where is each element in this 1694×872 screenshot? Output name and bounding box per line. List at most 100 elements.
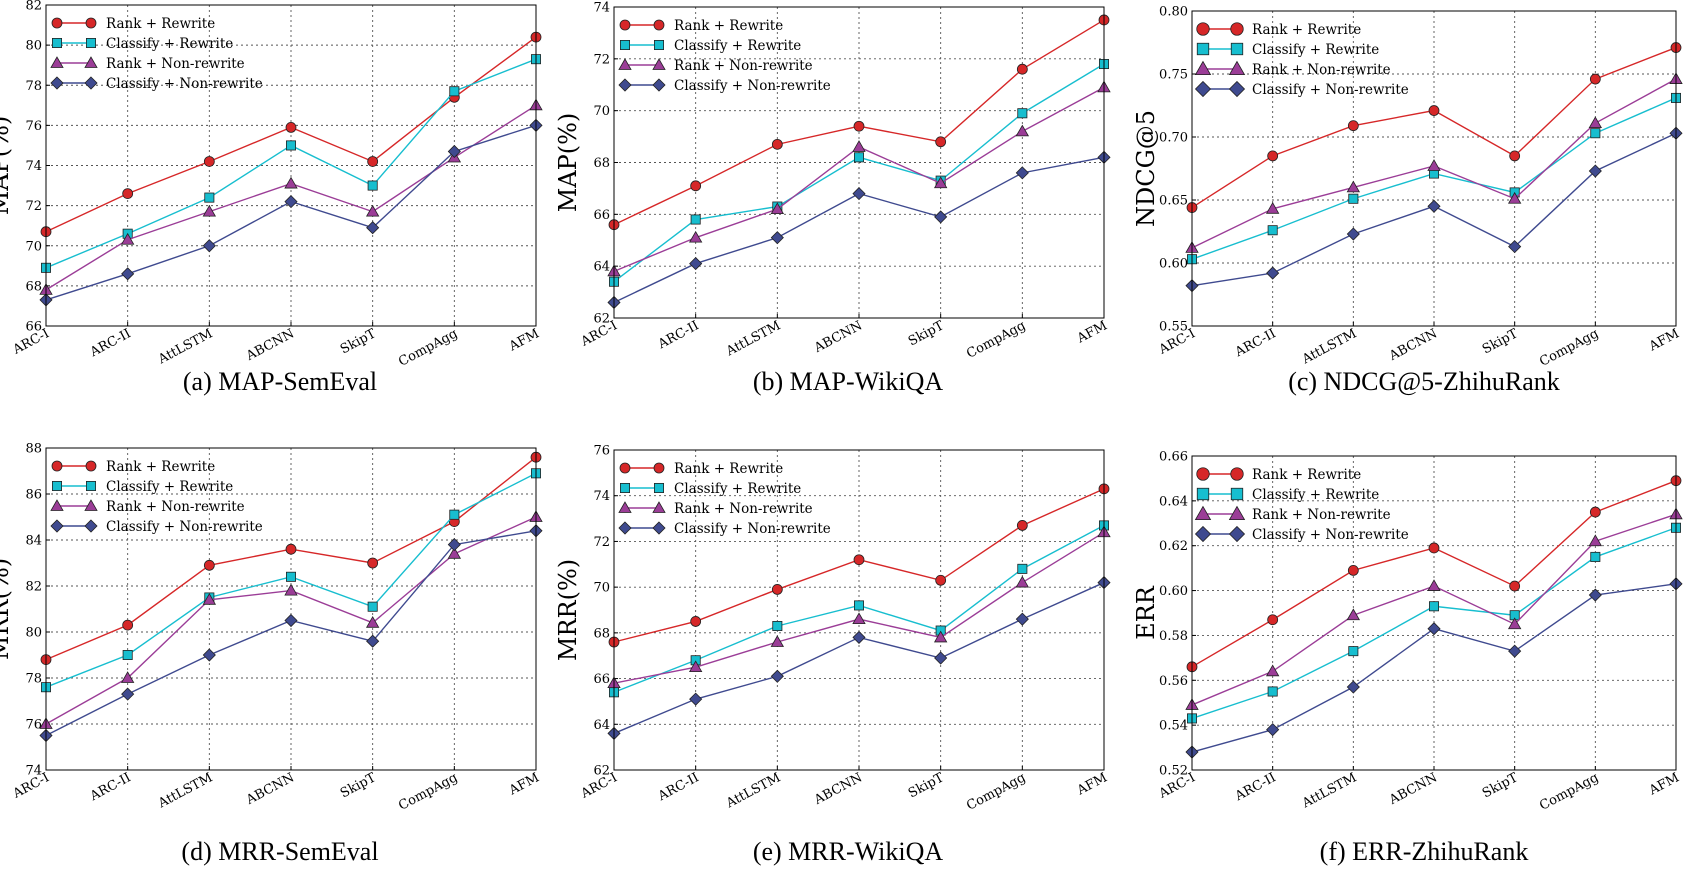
data-point xyxy=(770,202,785,215)
series-square xyxy=(1187,92,1682,265)
legend-label: Rank + Non-rewrite xyxy=(106,56,245,72)
data-point xyxy=(934,651,948,665)
x-tick-label: SkipT xyxy=(906,770,947,801)
legend-marker xyxy=(618,78,632,92)
plot-frame xyxy=(613,6,1105,319)
x-tick-label: CompAgg xyxy=(964,770,1028,814)
y-tick-label: 76 xyxy=(25,718,42,733)
data-point xyxy=(688,230,703,243)
legend-marker xyxy=(1194,505,1212,521)
legend-marker xyxy=(620,482,631,493)
data-point xyxy=(285,121,297,133)
legend-marker xyxy=(1230,467,1244,481)
series-diamond xyxy=(39,118,543,307)
legend-marker xyxy=(84,56,98,68)
legend-marker xyxy=(86,480,97,491)
data-point xyxy=(1427,579,1441,591)
y-tick-label: 0.70 xyxy=(1159,131,1188,146)
legend-marker xyxy=(652,78,666,92)
y-tick-label: 68 xyxy=(593,626,610,641)
legend-marker xyxy=(1194,60,1212,76)
y-tick-label: 74 xyxy=(25,159,42,174)
x-tick-label: ABCNN xyxy=(243,326,297,364)
grid xyxy=(46,5,536,326)
x-tick-label: SkipT xyxy=(906,318,947,349)
series-diamond xyxy=(607,576,1111,740)
data-point xyxy=(1266,266,1280,280)
data-point xyxy=(1015,124,1030,137)
y-tick-label: 78 xyxy=(25,672,42,687)
legend-marker xyxy=(654,482,665,493)
chart-caption: (d) MRR-SemEval xyxy=(181,837,378,866)
x-tick-label: AttLSTM xyxy=(723,770,783,811)
data-point xyxy=(1427,159,1441,171)
data-point xyxy=(854,152,865,163)
legend-marker xyxy=(654,40,665,51)
grid xyxy=(1192,456,1676,770)
y-tick-label: 76 xyxy=(25,119,42,134)
plot-frame xyxy=(1191,455,1677,771)
y-tick-label: 70 xyxy=(25,239,42,254)
data-point xyxy=(285,571,296,582)
data-point xyxy=(935,574,947,586)
y-tick-label: 64 xyxy=(593,718,610,733)
y-axis-label: MRR(%) xyxy=(0,558,14,660)
legend-marker xyxy=(652,58,666,70)
legend-label: Rank + Rewrite xyxy=(106,459,215,475)
x-tick-label: AFM xyxy=(1646,326,1682,355)
data-point xyxy=(690,180,702,192)
data-point xyxy=(690,214,701,225)
series-diamond xyxy=(607,150,1111,310)
series-triangle xyxy=(1185,72,1683,253)
y-tick-label: 0.80 xyxy=(1159,5,1188,20)
legend-marker xyxy=(618,58,632,70)
legend-label: Classify + Non-rewrite xyxy=(106,519,263,535)
legend-label: Rank + Non-rewrite xyxy=(674,501,813,517)
y-tick-label: 66 xyxy=(25,320,42,335)
data-point xyxy=(689,692,703,706)
y-tick-label: 80 xyxy=(25,626,42,641)
x-tick-label: SkipT xyxy=(1480,770,1521,801)
data-point xyxy=(449,86,460,97)
data-point xyxy=(770,231,784,245)
data-point xyxy=(121,687,135,701)
legend: Rank + Rewrite Classify + Rewrite Rank + N… xyxy=(50,459,263,535)
series-triangle xyxy=(607,525,1111,689)
data-point xyxy=(852,630,866,644)
data-point xyxy=(1588,588,1602,602)
legend-label: Rank + Rewrite xyxy=(674,461,783,477)
data-point xyxy=(771,584,783,595)
data-point xyxy=(1588,116,1603,129)
y-tick-label: 64 xyxy=(593,260,610,275)
y-tick-label: 80 xyxy=(25,39,42,54)
y-tick-label: 0.55 xyxy=(1159,320,1188,335)
data-point xyxy=(1429,601,1440,612)
x-tick-label: AttLSTM xyxy=(155,326,215,367)
y-tick-label: 70 xyxy=(593,581,610,596)
y-axis-label: ERR xyxy=(1132,585,1160,640)
legend-marker xyxy=(1196,487,1210,501)
data-point xyxy=(1348,193,1359,204)
legend-label: Classify + Rewrite xyxy=(106,36,233,52)
y-tick-label: 82 xyxy=(25,0,42,14)
legend-marker xyxy=(1230,42,1244,56)
legend-marker xyxy=(85,460,97,472)
y-tick-label: 74 xyxy=(593,1,610,16)
grid xyxy=(614,450,1104,770)
data-point xyxy=(770,669,784,683)
data-point xyxy=(365,204,380,217)
legend-marker xyxy=(652,521,666,535)
data-point xyxy=(285,543,297,555)
y-tick-label: 0.56 xyxy=(1159,674,1188,689)
data-point xyxy=(1347,120,1359,132)
series-circle xyxy=(40,451,542,665)
data-point xyxy=(367,180,378,191)
legend-label: Rank + Non-rewrite xyxy=(1252,62,1391,78)
data-point xyxy=(1589,506,1601,518)
x-tick-label: ABCNN xyxy=(1386,770,1440,808)
y-tick-label: 72 xyxy=(593,535,610,550)
data-point xyxy=(284,583,298,596)
data-point xyxy=(854,600,865,611)
data-point xyxy=(1267,150,1279,162)
